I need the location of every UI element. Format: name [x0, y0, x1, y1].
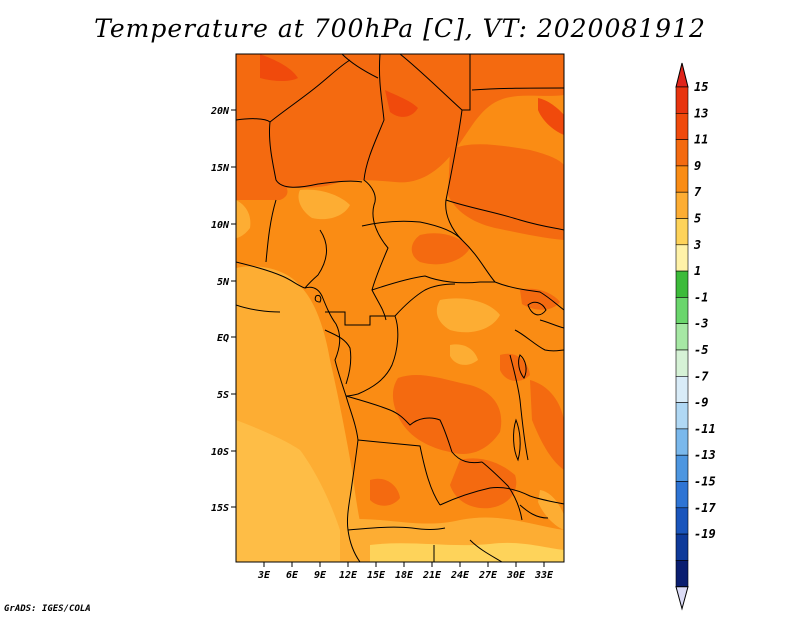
- colorbar-segment: [675, 507, 689, 535]
- colorbar-min-arrow: [675, 586, 689, 611]
- colorbar-label: -3: [694, 317, 708, 331]
- colorbar-label: 13: [694, 106, 708, 120]
- colorbar-label: 11: [694, 133, 708, 147]
- colorbar-segment: [675, 375, 689, 403]
- lon-tick-label: 30E: [506, 570, 526, 581]
- colorbar-label: -1: [694, 290, 708, 304]
- lon-tick-label: 3E: [257, 570, 271, 581]
- lon-tick-label: 6E: [286, 570, 299, 581]
- lat-tick-label: 5N: [217, 277, 230, 288]
- lon-tick-label: 9E: [314, 570, 327, 581]
- colorbar-segment: [675, 402, 689, 430]
- temperature-field: [236, 54, 564, 562]
- lon-tick-label: 21E: [422, 570, 442, 581]
- lon-tick-label: 18E: [395, 570, 414, 581]
- colorbar-segment: [675, 481, 689, 509]
- colorbar-segment: [675, 454, 689, 482]
- lat-tick-label: 10N: [211, 220, 230, 231]
- lat-tick-label: 20N: [210, 106, 230, 117]
- colorbar-label: 3: [693, 238, 701, 252]
- lat-tick-label: EQ: [217, 333, 229, 344]
- lon-tick-label: 27E: [478, 570, 498, 581]
- grads-credit: GrADS: IGES/COLA: [4, 604, 91, 614]
- colorbar-label: 7: [694, 185, 702, 199]
- colorbar-label: -19: [694, 527, 716, 541]
- colorbar: 15 13 11 9 7 5 3 1 -1 -3 -5 -7 -9 -11 -13 -15 -17 -19: [675, 62, 716, 611]
- colorbar-label: -7: [694, 369, 709, 383]
- colorbar-segment: [675, 86, 689, 114]
- colorbar-label: 5: [694, 212, 701, 226]
- colorbar-segment: [675, 165, 689, 193]
- colorbar-segment: [675, 323, 689, 351]
- colorbar-label: -5: [694, 343, 708, 357]
- colorbar-label: -15: [694, 475, 716, 489]
- map-title: Temperature at 700hPa [C], VT: 202008191…: [94, 14, 706, 43]
- map-axes: 20N 15N 10N 5N EQ 5S 10S 15S 3E 6E 9E 12E 15E 18E 21E 2…: [210, 106, 554, 581]
- colorbar-segment: [675, 349, 689, 377]
- colorbar-segment: [675, 297, 689, 324]
- colorbar-segment: [675, 139, 689, 167]
- lon-tick-label: 24E: [450, 570, 470, 581]
- lat-tick-label: 15S: [211, 503, 229, 514]
- colorbar-label: 15: [694, 80, 708, 94]
- lon-tick-label: 15E: [367, 570, 386, 581]
- colorbar-segment: [675, 218, 689, 246]
- colorbar-label: -17: [694, 501, 716, 515]
- lon-tick-label: 12E: [339, 570, 358, 581]
- colorbar-segment: [675, 533, 689, 561]
- colorbar-segment: [675, 244, 689, 272]
- colorbar-label: 1: [694, 264, 701, 278]
- colorbar-label: -9: [694, 396, 708, 410]
- colorbar-segment: [675, 113, 689, 140]
- map-frame: [235, 53, 565, 563]
- lat-tick-label: 10S: [211, 447, 229, 458]
- lon-tick-label: 33E: [534, 570, 554, 581]
- colorbar-segment: [675, 270, 689, 298]
- colorbar-label: 9: [694, 159, 701, 173]
- colorbar-max-arrow: [675, 62, 689, 88]
- colorbar-segment: [675, 428, 689, 456]
- colorbar-segment: [675, 560, 689, 588]
- country-borders: [236, 54, 564, 562]
- lat-tick-label: 5S: [217, 390, 229, 401]
- lat-tick-label: 15N: [211, 163, 230, 174]
- colorbar-label: -13: [694, 448, 716, 462]
- colorbar-label: -11: [694, 422, 716, 436]
- colorbar-segment: [675, 191, 689, 219]
